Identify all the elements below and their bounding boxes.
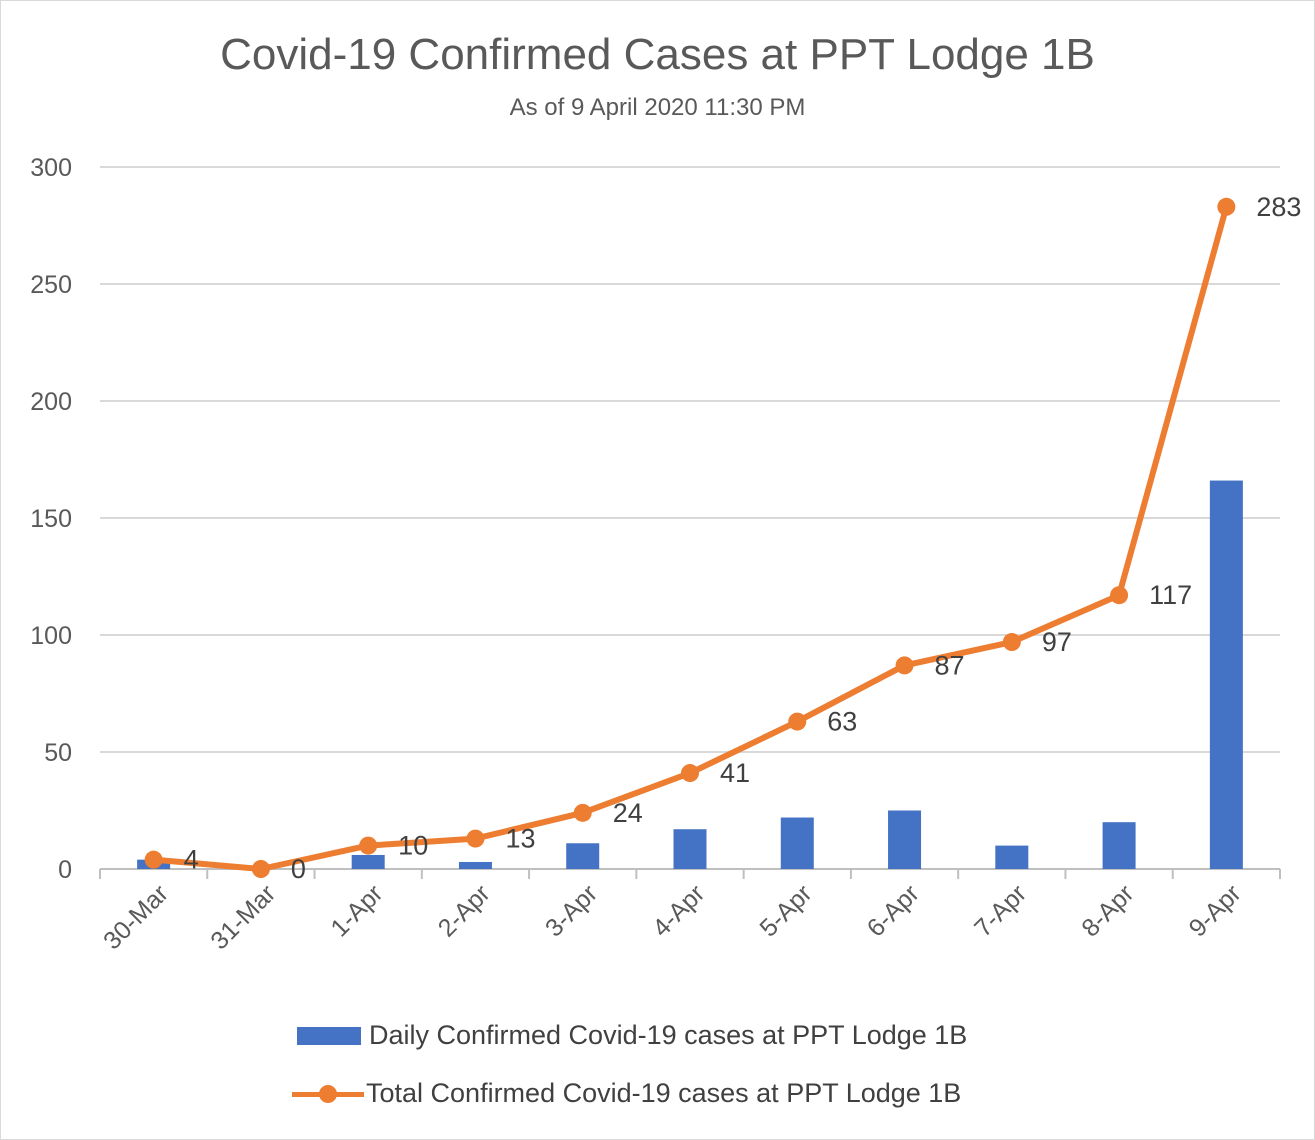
line-point: [251, 860, 270, 878]
x-tick-label: 7-Apr: [969, 879, 1032, 942]
bar: [458, 861, 492, 869]
x-tick-label: 2-Apr: [433, 879, 496, 942]
legend-item-total: Total Confirmed Covid-19 cases at PPT Lo…: [292, 1078, 961, 1109]
y-tick-label: 50: [44, 739, 72, 767]
data-label: 4: [184, 845, 199, 875]
line-point: [1110, 586, 1129, 605]
line-point: [466, 829, 485, 848]
line-point: [144, 850, 163, 869]
data-label: 97: [1042, 627, 1072, 657]
bar: [888, 810, 922, 869]
data-label: 41: [720, 758, 750, 788]
legend-item-daily: Daily Confirmed Covid-19 cases at PPT Lo…: [297, 1020, 967, 1051]
data-label: 63: [827, 707, 857, 737]
y-tick-label: 250: [30, 271, 72, 299]
data-label: 13: [505, 824, 535, 854]
data-label: 24: [613, 798, 643, 828]
line-point: [895, 656, 914, 675]
data-label: 87: [935, 650, 965, 680]
x-tick-label: 6-Apr: [862, 879, 925, 942]
bar: [1209, 480, 1243, 869]
data-label: 10: [398, 831, 428, 861]
bar: [995, 845, 1029, 869]
x-tick-label: 31-Mar: [205, 879, 281, 955]
data-label: 0: [291, 854, 306, 884]
chart-subtitle: As of 9 April 2020 11:30 PM: [509, 94, 806, 121]
bar: [566, 843, 600, 869]
x-tick-label: 8-Apr: [1076, 879, 1139, 942]
line-point: [681, 764, 699, 783]
line-point: [1217, 197, 1236, 216]
chart-title: Covid-19 Confirmed Cases at PPT Lodge 1B: [220, 30, 1095, 79]
x-tick-label: 1-Apr: [325, 879, 388, 942]
legend-label-daily: Daily Confirmed Covid-19 cases at PPT Lo…: [369, 1020, 968, 1050]
y-tick-label: 100: [30, 622, 72, 650]
data-label: 117: [1149, 580, 1192, 610]
bar: [673, 829, 707, 869]
legend-swatch-total: [292, 1084, 364, 1103]
legend-label-total: Total Confirmed Covid-19 cases at PPT Lo…: [366, 1078, 962, 1108]
line-point: [1002, 633, 1021, 652]
y-tick-label: 300: [30, 154, 72, 182]
line-point: [573, 803, 592, 822]
x-tick-label: 9-Apr: [1184, 879, 1247, 942]
x-tick-label: 30-Mar: [98, 879, 174, 955]
y-tick-label: 0: [58, 856, 72, 884]
y-tick-label: 200: [30, 388, 72, 416]
bar: [780, 817, 814, 869]
bar: [1102, 822, 1136, 869]
x-tick-label: 3-Apr: [540, 879, 603, 942]
bar: [351, 854, 385, 869]
line-point: [359, 836, 378, 855]
line-point: [788, 712, 807, 731]
y-tick-label: 150: [30, 505, 72, 533]
x-tick-label: 5-Apr: [754, 879, 817, 942]
legend-swatch-daily: [297, 1026, 361, 1045]
data-label: 283: [1256, 192, 1301, 222]
x-tick-label: 4-Apr: [647, 879, 710, 942]
